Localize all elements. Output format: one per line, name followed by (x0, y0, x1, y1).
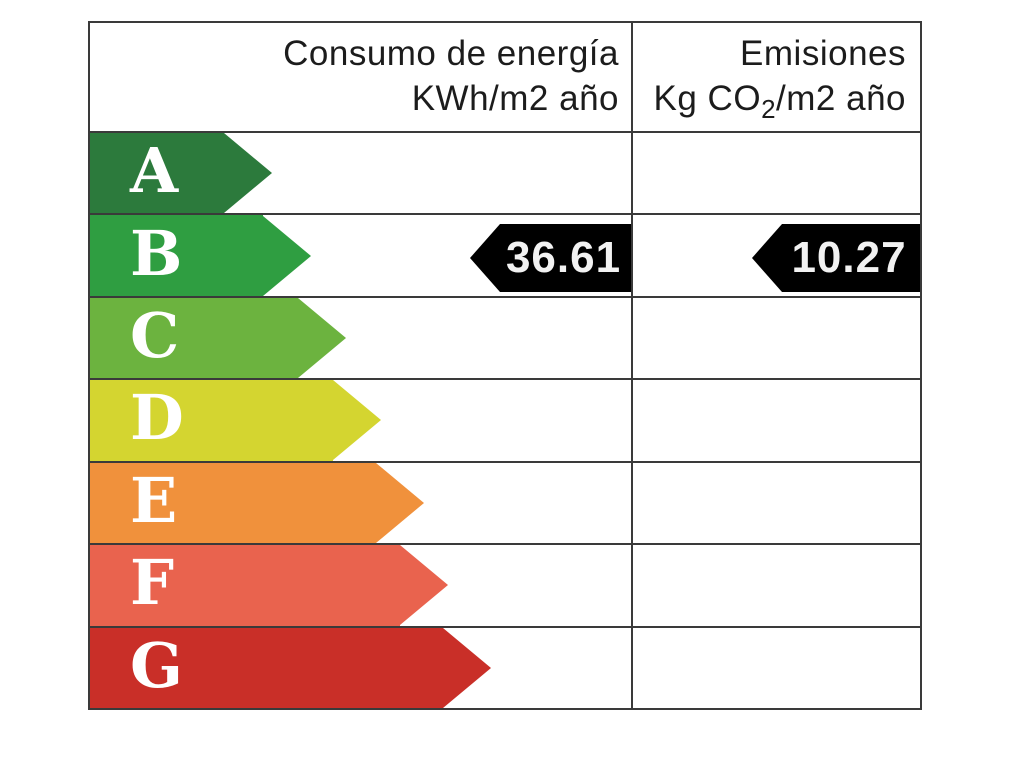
rating-arrow-head-icon (224, 133, 272, 214)
emissions-header-line2: Kg CO2/m2 año (653, 79, 906, 124)
rating-arrow-head-icon (400, 545, 448, 626)
rating-arrow: F (90, 545, 920, 626)
co2-subscript: 2 (761, 94, 777, 124)
rating-arrow-body: B (90, 215, 263, 296)
rating-arrow-head-icon (298, 298, 346, 379)
consumption-value-arrow: 36.61 (470, 224, 631, 292)
rating-arrow-head-icon (376, 462, 424, 543)
rating-arrow: E (90, 462, 920, 544)
rating-arrow-body: E (90, 462, 376, 544)
rating-arrow: D (90, 380, 920, 461)
rating-letter: B (130, 216, 183, 290)
emissions-header-line1: Emisiones (740, 34, 906, 73)
rating-letter: G (130, 628, 183, 702)
rating-row: D (90, 378, 920, 461)
table-header-row: Consumo de energía KWh/m2 año Emisiones … (90, 23, 920, 133)
rating-arrow-body: D (90, 380, 333, 461)
rating-letter: F (130, 546, 175, 620)
rating-row: B (90, 213, 920, 296)
left-pointer-icon (752, 224, 782, 292)
consumption-value: 36.61 (500, 224, 631, 292)
consumption-column-header: Consumo de energía KWh/m2 año (90, 23, 633, 131)
rating-letter: D (130, 381, 184, 455)
rating-row: G (90, 625, 920, 708)
emissions-value-arrow: 10.27 (752, 224, 920, 292)
rating-arrow-body: A (90, 133, 224, 214)
rating-arrow: A (90, 133, 920, 214)
rating-arrow-body: C (90, 297, 298, 379)
rating-row: E (90, 460, 920, 544)
rating-row: C (90, 295, 920, 379)
emissions-column-header: Emisiones Kg CO2/m2 año (633, 23, 920, 131)
left-pointer-icon (470, 224, 500, 292)
consumption-header-line1: Consumo de energía (283, 34, 619, 73)
rating-letter: E (130, 463, 178, 537)
rating-rows: A B C D E (90, 133, 920, 708)
rating-letter: C (130, 299, 180, 373)
consumption-header-line2: KWh/m2 año (411, 79, 619, 118)
rating-arrow-head-icon (263, 215, 311, 296)
rating-arrow: G (90, 627, 920, 708)
rating-arrow: B (90, 215, 920, 296)
rating-row: F (90, 543, 920, 626)
rating-arrow-head-icon (443, 627, 491, 708)
column-divider-line (631, 23, 633, 708)
rating-letter: A (130, 134, 179, 208)
rating-row: A (90, 133, 920, 214)
emissions-value: 10.27 (782, 224, 920, 292)
rating-arrow-body: G (90, 627, 443, 708)
rating-arrow-head-icon (333, 380, 381, 461)
rating-arrow-body: F (90, 545, 400, 626)
energy-certificate-table: Consumo de energía KWh/m2 año Emisiones … (88, 21, 922, 710)
rating-arrow: C (90, 297, 920, 379)
